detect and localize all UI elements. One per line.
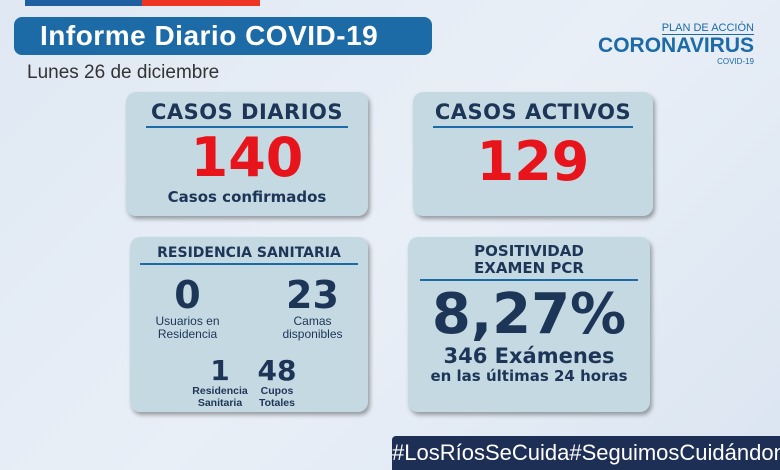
hashtag: #SeguimosCuidándonos (569, 440, 780, 465)
casos-diarios-card: CASOS DIARIOS 140 Casos confirmados (126, 92, 368, 216)
logo-plan: PLAN DE ACCIÓN (661, 22, 754, 35)
residencias-value: 1 (210, 354, 230, 387)
positividad-card: POSITIVIDAD EXAMEN PCR 8,27% 346 Exámene… (408, 237, 650, 412)
cupos-stat: 48 Cupos Totales (252, 354, 302, 410)
cupos-label: Totales (259, 397, 295, 409)
camas-label: Camas (293, 314, 332, 328)
casos-diarios-label: Casos confirmados (167, 188, 327, 206)
page-title: Informe Diario COVID-19 (14, 17, 432, 55)
residencias-stat: 1 Residencia Sanitaria (185, 354, 255, 410)
positividad-title: POSITIVIDAD (474, 242, 584, 260)
usuarios-stat: 0 Usuarios en Residencia (140, 275, 235, 341)
coronavirus-logo: PLAN DE ACCIÓN CORONAVIRUS COVID-19 (598, 16, 754, 66)
logo-sub: COVID-19 (717, 57, 754, 66)
camas-value: 23 (286, 273, 339, 317)
usuarios-value: 0 (174, 273, 201, 317)
camas-label: disponibles (282, 327, 343, 341)
logo-name: CORONAVIRUS (598, 34, 754, 57)
positividad-value: 8,27% (431, 282, 627, 347)
usuarios-label: Usuarios en (155, 314, 220, 328)
casos-diarios-title: CASOS DIARIOS (146, 100, 348, 128)
cupos-value: 48 (257, 354, 297, 387)
casos-activos-value: 129 (476, 130, 590, 193)
residencias-label: Sanitaria (197, 397, 243, 409)
flag-blue-stripe (25, 0, 142, 6)
casos-diarios-value: 140 (190, 126, 304, 189)
examenes-period: en las últimas 24 horas (430, 367, 628, 385)
hashtag: #LosRíosSeCuida (392, 440, 570, 465)
residencia-title: RESIDENCIA SANITARIA (140, 245, 358, 265)
camas-stat: 23 Camas disponibles (265, 275, 360, 341)
flag-red-stripe (142, 0, 260, 6)
report-date: Lunes 26 de diciembre (27, 62, 220, 83)
casos-activos-card: CASOS ACTIVOS 129 (413, 92, 653, 216)
hashtag-bar: #LosRíosSeCuida #SeguimosCuidándonos (392, 436, 780, 470)
examenes-count: 346 Exámenes (443, 344, 615, 368)
positividad-subtitle: EXAMEN PCR (420, 260, 638, 281)
usuarios-label: Residencia (157, 327, 218, 341)
casos-activos-title: CASOS ACTIVOS (433, 100, 633, 128)
residencias-label: Residencia (192, 385, 248, 397)
residencia-card: RESIDENCIA SANITARIA 0 Usuarios en Resid… (130, 237, 368, 412)
cupos-label: Cupos (260, 385, 294, 397)
